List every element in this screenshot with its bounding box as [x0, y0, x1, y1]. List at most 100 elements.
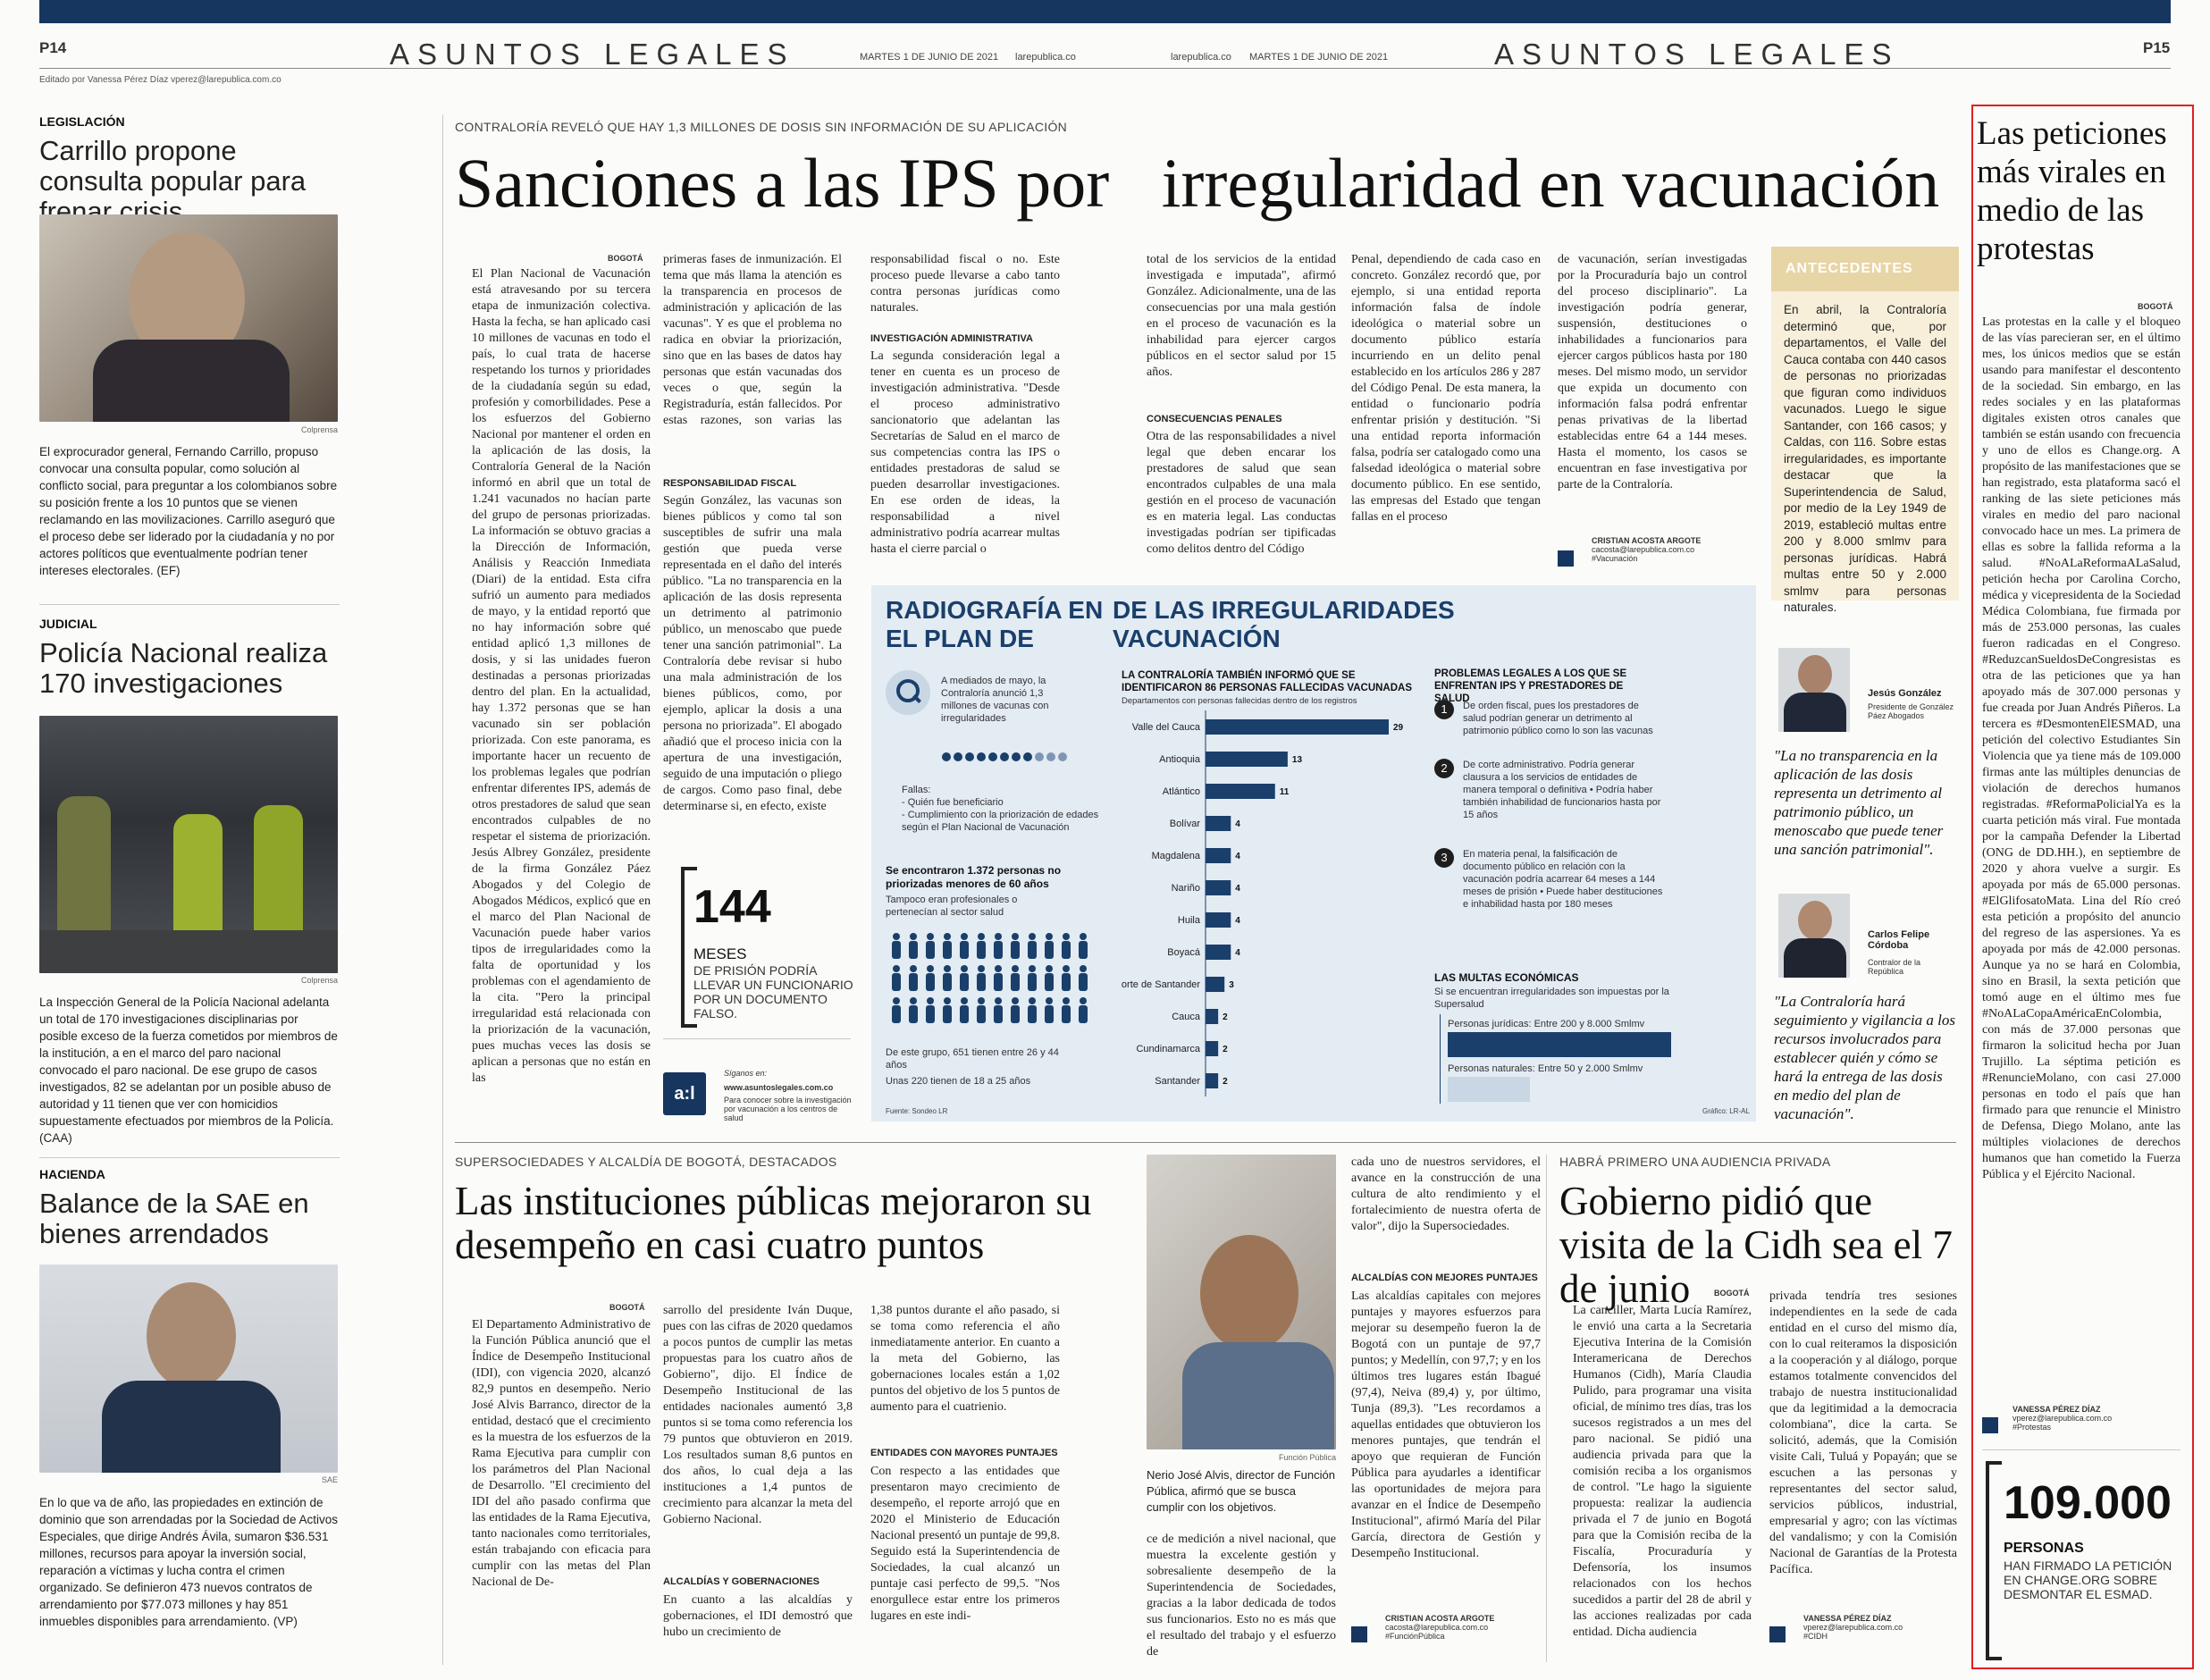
- bar-label: Valle del Cauca: [1132, 722, 1201, 733]
- left-page-number: P14: [39, 39, 67, 56]
- main-overline: CONTRALORÍA REVELÓ QUE HAY 1,3 MILLONES …: [455, 120, 1068, 134]
- dot: [1000, 752, 1009, 761]
- person-icon: [1079, 997, 1088, 1023]
- sidebar-stat-number: 109.000: [2004, 1477, 2172, 1529]
- photo-credit: Colprensa: [300, 425, 338, 434]
- person-icon: [943, 997, 952, 1023]
- subhead-alcaldias: ALCALDÍAS Y GOBERNACIONES: [663, 1576, 820, 1587]
- person-icon: [1045, 965, 1054, 991]
- antecedentes-text: En abril, la Contraloría determinó que, …: [1784, 303, 1946, 614]
- antecedentes-box: ANTECEDENTES En abril, la Contraloría de…: [1771, 247, 1959, 614]
- person-icon: [1062, 933, 1071, 959]
- infographic-intro: A mediados de mayo, la Contraloría anunc…: [941, 676, 1049, 724]
- person-icon: [909, 933, 918, 959]
- person-icon: [909, 997, 918, 1023]
- bar-value: 4: [1235, 948, 1240, 958]
- column-divider: [442, 114, 443, 1665]
- story2-text-col4: ce de medición a nivel nacional, que mue…: [1147, 1533, 1336, 1659]
- group-26-44: De este grupo, 651 tienen entre 26 y 44 …: [886, 1047, 1059, 1071]
- story3-overline: HABRÁ PRIMERO UNA AUDIENCIA PRIVADA: [1559, 1155, 1831, 1169]
- person-icon: [943, 933, 952, 959]
- sidebar-stat-desc: HAN FIRMADO LA PETICIÓN EN CHANGE.ORG SO…: [2004, 1558, 2172, 1601]
- bar-label: Huila: [1178, 915, 1201, 926]
- subhead-investigacion: INVESTIGACIÓN ADMINISTRATIVA: [870, 333, 1033, 344]
- person-icon: [926, 965, 935, 991]
- person-icon: [909, 965, 918, 991]
- person-icon: [977, 933, 986, 959]
- person-icon: [1079, 965, 1088, 991]
- person-icon: [926, 997, 935, 1023]
- person-icon: [1045, 933, 1054, 959]
- bar: [1206, 1009, 1219, 1024]
- person-icon: [1062, 997, 1071, 1023]
- byline-email: cacosta@larepublica.com.co: [1592, 545, 1695, 554]
- story3-dateline: BOGOTÁ: [1714, 1289, 1750, 1298]
- bar-label: Boyacá: [1167, 947, 1201, 958]
- avila-photo: [39, 1264, 338, 1473]
- person-icon: [943, 965, 952, 991]
- problem-item: 2 De corte administrativo. Podría genera…: [1434, 759, 1667, 848]
- bar-value: 11: [1280, 787, 1290, 797]
- bar: [1206, 719, 1389, 735]
- brief-divider: [39, 604, 340, 605]
- problem-text: De corte administrativo. Podría generar …: [1463, 760, 1661, 820]
- police-photo: [39, 716, 338, 973]
- quote-text: "La no transparencia en la aplicación de…: [1774, 747, 1944, 858]
- person-icon: [994, 997, 1003, 1023]
- person-icon: [977, 965, 986, 991]
- dot: [1035, 752, 1044, 761]
- quote-name: Carlos Felipe Córdoba: [1868, 929, 1930, 951]
- bar-value: 4: [1235, 852, 1240, 861]
- bar: [1206, 848, 1231, 863]
- promo-url[interactable]: www.asuntoslegales.com.co: [724, 1083, 834, 1092]
- person-icon: [892, 933, 901, 959]
- stat-number: 144: [693, 881, 771, 933]
- bar-value: 2: [1223, 1077, 1228, 1087]
- dot: [1058, 752, 1067, 761]
- person-icon: [1011, 933, 1020, 959]
- brief-kicker: HACIENDA: [39, 1167, 105, 1181]
- bar-label: Cauca: [1172, 1012, 1201, 1022]
- subhead-penales: CONSECUENCIAS PENALES: [1147, 414, 1282, 424]
- fines-title: LAS MULTAS ECONÓMICAS: [1434, 971, 1579, 984]
- byline-name: CRISTIAN ACOSTA ARGOTE: [1385, 1614, 1495, 1623]
- editor-line: Editado por Vanessa Pérez Díaz vperez@la…: [39, 75, 282, 85]
- bar-value: 3: [1229, 980, 1234, 990]
- bar-label: Atlántico: [1163, 786, 1200, 797]
- promo-label: Síganos en:: [724, 1069, 768, 1078]
- brief-text: La Inspección General de la Policía Naci…: [39, 995, 338, 1145]
- main-text-col3: responsabilidad fiscal o no. Este proces…: [870, 253, 1060, 315]
- person-icon: [960, 965, 969, 991]
- person-icon: [977, 997, 986, 1023]
- subhead-mejores: ALCALDÍAS CON MEJORES PUNTAJES: [1351, 1273, 1538, 1283]
- bar-value: 4: [1235, 819, 1240, 829]
- asuntoslegales-logo[interactable]: a:l: [663, 1072, 706, 1115]
- deaths-bar-chart: Valle del Cauca 29 Antioquia 13 Atlántico 11 B…: [1122, 710, 1404, 1096]
- sidebar-text: Las protestas en la calle y el bloqueo d…: [1982, 315, 2181, 1181]
- byline-email: cacosta@larepublica.com.co: [1385, 1623, 1489, 1632]
- promo-text: Para conocer sobre la investigación por …: [724, 1096, 852, 1122]
- dot: [988, 752, 997, 761]
- problem-item: 1 De orden fiscal, pues los prestadores …: [1434, 700, 1667, 759]
- story3-text-col1: La canciller, Marta Lucía Ramírez, le en…: [1573, 1304, 1752, 1639]
- brief-hacienda: HACIENDA Balance de la SAE en bienes arr…: [39, 1167, 340, 1249]
- problem-number: 3: [1434, 848, 1454, 868]
- sidebar-stat-unit: PERSONAS: [2004, 1541, 2084, 1556]
- dot: [1023, 752, 1032, 761]
- gonzalez-photo: [1778, 648, 1850, 732]
- story2-text-col2b: En cuanto a las alcaldías y gobernacione…: [663, 1593, 853, 1639]
- sidebar-divider: [1982, 1449, 2181, 1450]
- bar-value: 4: [1235, 884, 1240, 894]
- story2-text-col2: sarrollo del presidente Iván Duque, pues…: [663, 1304, 853, 1526]
- byline-tag: #Protestas: [2013, 1423, 2052, 1432]
- main-dateline: BOGOTÁ: [608, 254, 643, 263]
- bar-label: Nariño: [1172, 883, 1200, 894]
- person-icon: [1045, 997, 1054, 1023]
- problem-number: 2: [1434, 759, 1454, 778]
- dot: [954, 752, 962, 761]
- highlight-box: [1971, 105, 2194, 1669]
- story2-text-col3b: Con respecto a las entidades que present…: [870, 1465, 1060, 1623]
- right-date: MARTES 1 DE JUNIO DE 2021: [1249, 52, 1389, 63]
- quote-text: "La Contraloría hará seguimiento y vigil…: [1774, 993, 1956, 1122]
- bar-value: 29: [1393, 723, 1404, 733]
